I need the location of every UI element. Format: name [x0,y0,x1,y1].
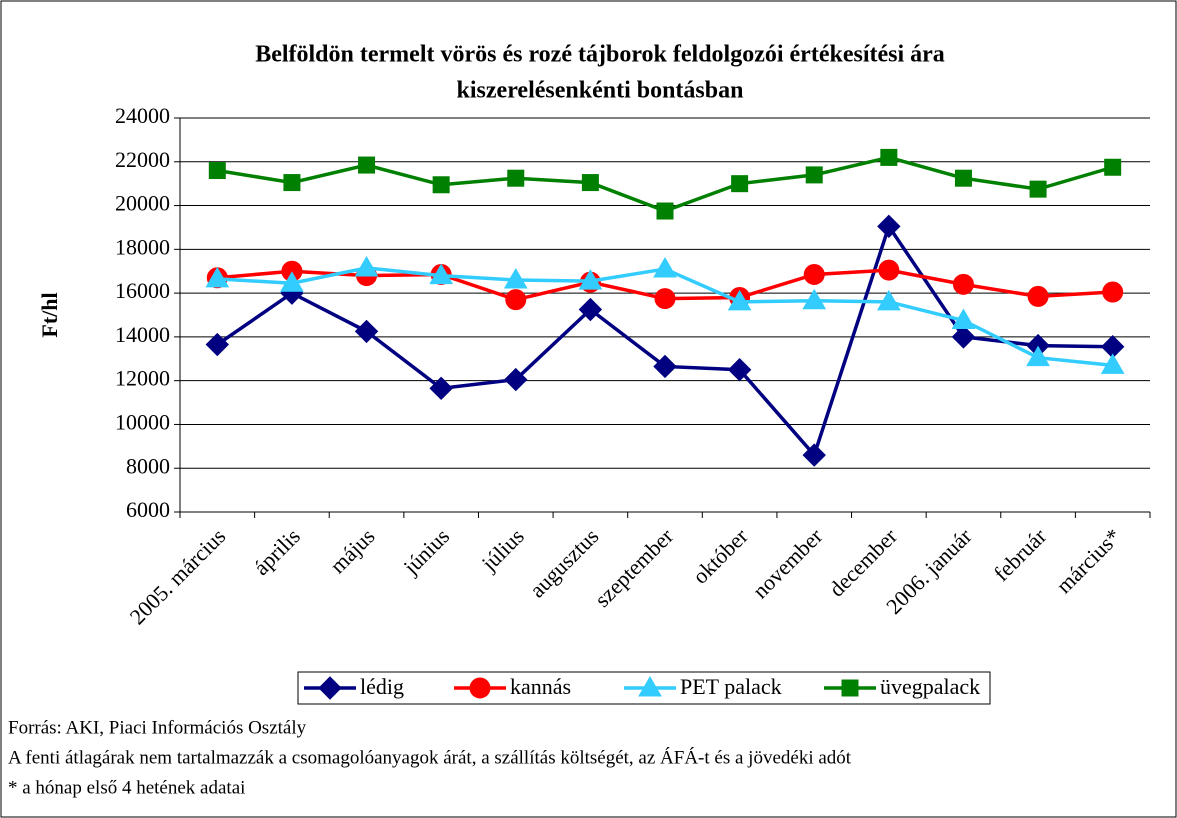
marker [803,264,825,286]
y-tick-label: 18000 [115,234,170,259]
marker [208,162,226,180]
x-tick-label: május [325,523,380,578]
marker [954,169,972,187]
marker [638,676,662,697]
x-tick-label: szeptember [590,523,679,612]
x-tick-label: november [747,523,827,603]
x-tick-label: 2005. március [125,523,231,629]
y-tick-label: 10000 [115,409,170,434]
marker [802,443,826,467]
marker [878,259,900,281]
marker [951,325,976,349]
y-tick-label: 6000 [126,497,170,522]
marker [581,174,599,192]
y-tick-label: 22000 [115,147,170,172]
marker [951,308,976,329]
legend-label: PET palack [680,674,782,699]
marker [578,297,603,322]
marker [280,271,304,292]
marker [504,367,528,392]
legend-label: üvegpalack [880,674,980,699]
chart-title: kiszerelésenkénti bontásban [457,78,744,104]
marker [358,156,376,174]
marker [1100,353,1125,374]
marker [432,176,450,194]
note: Forrás: AKI, Piaci Információs Osztály [8,717,307,738]
marker [727,289,752,311]
marker [503,267,528,289]
y-tick-label: 24000 [115,103,170,128]
marker [653,354,677,379]
marker [731,175,749,193]
marker [654,288,676,310]
marker [1029,180,1047,198]
note: A fenti átlagárak nem tartalmazzák a cso… [8,746,852,768]
marker [354,255,379,277]
marker [841,679,859,697]
y-tick-label: 20000 [115,191,170,216]
marker [205,266,230,288]
x-tick-label: július [476,523,529,576]
marker [429,376,453,401]
x-tick-label: október [688,523,754,589]
x-tick-label: augusztus [524,523,603,602]
series-line [217,266,1113,368]
legend-label: kannás [510,674,571,699]
marker [877,214,901,239]
x-tick-label: április [248,523,305,580]
marker [727,358,752,382]
y-tick-label: 8000 [126,453,170,478]
marker [656,202,674,220]
marker [205,332,230,357]
marker [318,676,342,700]
x-tick-label: június [398,523,454,579]
marker [952,273,974,295]
marker [653,257,677,278]
marker [876,289,901,311]
y-axis-label: Ft/hl [37,292,62,337]
marker [880,148,898,166]
note: * a hónap első 4 hetének adatai [8,777,245,798]
y-tick-label: 16000 [115,278,170,303]
y-tick-label: 12000 [115,366,170,391]
marker [1026,345,1050,367]
marker [802,288,827,310]
marker [507,169,525,187]
marker [1104,158,1122,176]
marker [505,289,527,311]
marker [283,174,301,192]
x-tick-label: március* [1051,523,1126,598]
marker [469,677,491,699]
marker [1027,285,1049,307]
marker [354,319,379,344]
marker [805,166,823,184]
x-tick-label: december [824,523,903,602]
marker [1102,281,1124,303]
chart-title: Belföldön termelt vörös és rozé tájborok… [255,42,945,68]
marker [578,269,603,290]
x-tick-label: február [989,523,1052,586]
marker [429,263,454,285]
y-tick-label: 14000 [115,322,170,347]
legend-label: lédig [360,674,404,699]
